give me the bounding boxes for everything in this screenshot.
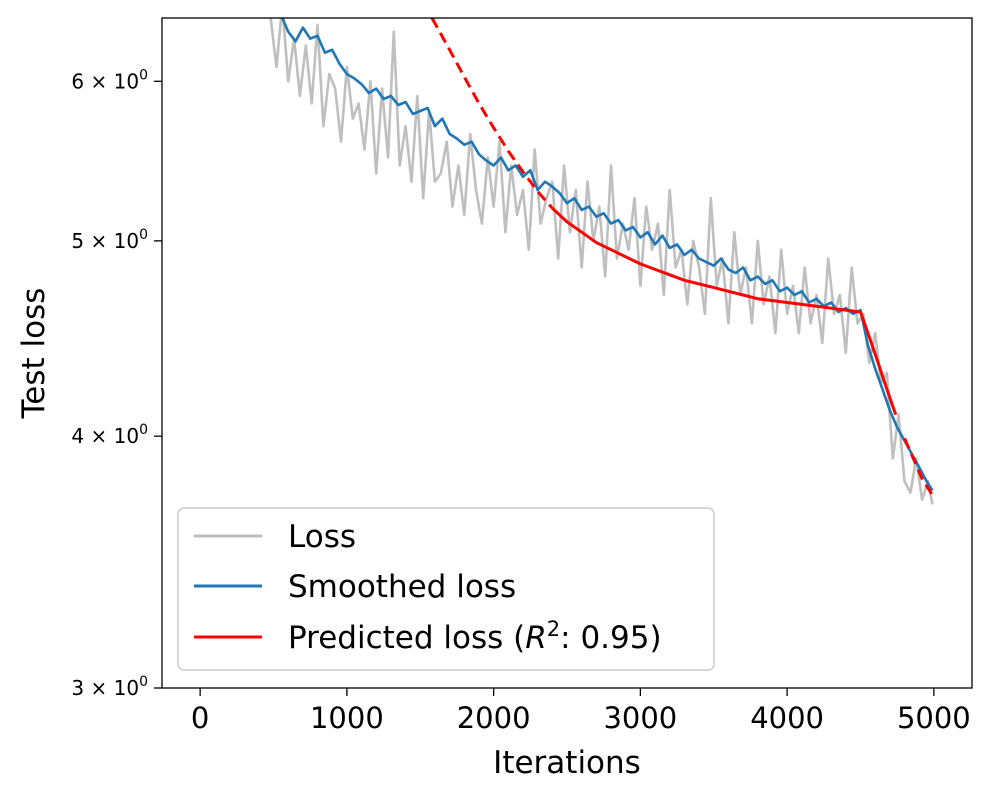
y-tick-label: 4 × 100	[71, 422, 148, 448]
series-layer	[269, 18, 934, 505]
x-tick-label: 3000	[603, 701, 677, 735]
legend: Loss Smoothed loss Predicted loss (R2: 0.9…	[177, 507, 715, 671]
ticks-layer: 0 1000 2000 3000 4000 5000 3 × 100 4 × 100 5 × 1…	[71, 67, 970, 735]
legend-label-predicted-loss: Predicted loss (R2: 0.95)	[288, 617, 662, 656]
plot-frame	[161, 17, 973, 689]
legend-box	[177, 507, 715, 671]
x-tick-label: 4000	[750, 701, 824, 735]
loss-series-line	[269, 18, 934, 505]
y-tick-label: 3 × 100	[71, 674, 148, 700]
predicted-loss-extrapolation-dashed	[903, 437, 934, 496]
x-tick-label: 1000	[310, 701, 384, 735]
legend-label-loss: Loss	[288, 519, 356, 555]
x-tick-label: 5000	[897, 701, 971, 735]
y-tick-label: 5 × 100	[71, 227, 148, 253]
x-tick-label: 2000	[457, 701, 531, 735]
x-tick-label: 0	[191, 701, 209, 735]
y-tick-label: 6 × 100	[71, 67, 148, 93]
smoothed-loss-series-line	[281, 18, 934, 492]
y-axis-label: Test loss	[16, 288, 52, 420]
predicted-loss-fit-dashed	[430, 18, 554, 210]
legend-label-smoothed-loss: Smoothed loss	[288, 569, 516, 605]
predicted-loss-series-line	[551, 207, 898, 416]
x-axis-label: Iterations	[493, 745, 641, 781]
